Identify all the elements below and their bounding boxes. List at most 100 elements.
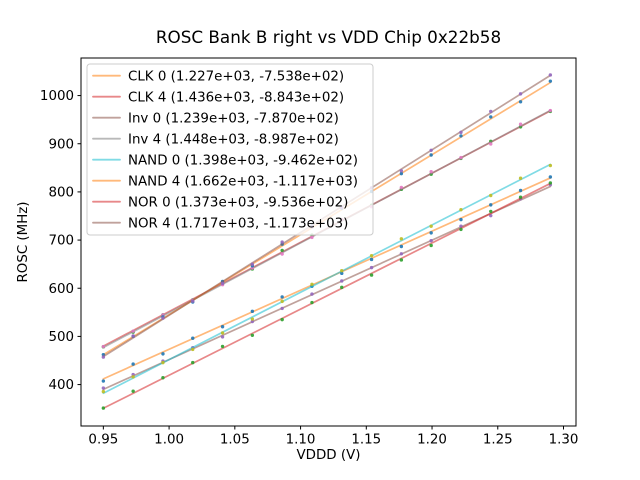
x-tick-label: 1.05 — [220, 433, 250, 448]
data-point — [250, 262, 255, 266]
fit-line-nand-0 — [102, 163, 552, 395]
data-point — [399, 258, 404, 262]
y-axis: 400 500 600 700 800 900 1000 — [40, 89, 81, 393]
data-point — [220, 335, 225, 339]
legend-entry-nor-4: NOR 4 (1.717e+03, -1.173e+03) — [92, 217, 348, 232]
y-tick-label: 600 — [48, 282, 74, 297]
legend-label: Inv 0 (1.239e+03, -7.870e+02) — [128, 112, 339, 127]
x-axis-label: VDDD (V) — [297, 448, 361, 463]
data-point — [250, 319, 255, 324]
legend-entry-inv-0: Inv 0 (1.239e+03, -7.870e+02) — [92, 112, 339, 127]
legend-label: NAND 4 (1.662e+03, -1.117e+03) — [128, 175, 358, 190]
legend-entry-nor-0: NOR 0 (1.373e+03, -9.536e+02) — [92, 196, 348, 211]
data-point — [310, 300, 314, 305]
data-point — [340, 279, 344, 283]
data-point — [518, 122, 523, 126]
data-point — [131, 362, 135, 366]
data-point — [280, 317, 284, 322]
data-point — [101, 406, 106, 410]
data-point — [131, 334, 135, 338]
chart-title: ROSC Bank B right vs VDD Chip 0x22b58 — [156, 27, 501, 47]
data-point — [548, 79, 553, 83]
data-point — [161, 360, 165, 365]
data-point — [518, 176, 523, 180]
data-point — [518, 100, 523, 104]
data-point — [250, 317, 255, 321]
data-point — [399, 171, 404, 176]
data-point — [310, 292, 314, 296]
legend-entry-nand-0: NAND 0 (1.398e+03, -9.462e+02) — [92, 154, 358, 169]
markers-nor-4 — [101, 73, 553, 359]
x-tick-label: 1.20 — [417, 433, 447, 448]
x-tick-label: 1.25 — [483, 433, 513, 448]
data-point — [518, 92, 523, 96]
data-point — [429, 153, 433, 157]
data-point — [548, 163, 553, 168]
y-tick-label: 1000 — [40, 89, 74, 104]
plot-border — [80, 57, 577, 427]
data-point — [131, 375, 135, 379]
data-point — [548, 73, 553, 77]
data-point — [101, 389, 106, 394]
data-point — [548, 181, 553, 185]
data-point — [399, 185, 404, 190]
data-point — [131, 329, 135, 333]
data-point — [489, 203, 493, 207]
data-point — [161, 316, 165, 320]
data-point — [220, 281, 225, 286]
axes: 0.95 1.00 1.05 1.10 1.15 1.20 1.25 1.30 400 500 60… — [40, 57, 579, 448]
data-point — [548, 175, 553, 179]
data-point — [191, 360, 195, 365]
y-tick-label: 400 — [48, 378, 74, 393]
data-point — [369, 273, 374, 277]
data-point — [220, 331, 225, 335]
data-point — [489, 115, 493, 119]
data-point — [280, 306, 284, 311]
data-point — [369, 265, 374, 270]
legend-entry-inv-4: Inv 4 (1.448e+03, -8.987e+02) — [92, 133, 339, 148]
y-tick-label: 500 — [48, 330, 74, 345]
legend-entry-clk-4: CLK 4 (1.436e+03, -8.843e+02) — [92, 91, 344, 106]
legend-entry-clk-0: CLK 0 (1.227e+03, -7.538e+02) — [92, 70, 344, 85]
x-tick-label: 1.15 — [351, 433, 381, 448]
data-point — [489, 109, 493, 114]
legend-label: CLK 0 (1.227e+03, -7.538e+02) — [128, 70, 344, 85]
data-point — [191, 299, 195, 303]
data-point — [489, 193, 493, 198]
data-point — [429, 148, 433, 152]
legend-label: NOR 0 (1.373e+03, -9.536e+02) — [128, 196, 348, 211]
data-point — [429, 231, 433, 235]
x-tick-label: 1.30 — [549, 433, 579, 448]
data-point — [369, 257, 374, 262]
data-point — [399, 252, 404, 256]
markers-nor-0 — [101, 181, 553, 410]
data-point — [131, 389, 135, 393]
data-point — [429, 239, 433, 243]
legend-label: NAND 0 (1.398e+03, -9.462e+02) — [128, 154, 358, 169]
legend: CLK 0 (1.227e+03, -7.538e+02) CLK 4 (1.43… — [86, 63, 374, 236]
data-point — [280, 295, 284, 299]
y-axis-label: ROSC (MHz) — [16, 201, 31, 282]
data-point — [459, 217, 463, 222]
data-point — [280, 252, 284, 256]
data-point — [310, 282, 314, 286]
y-tick-label: 900 — [48, 137, 74, 152]
data-point — [489, 142, 493, 146]
legend-entry-nand-4: NAND 4 (1.662e+03, -1.117e+03) — [92, 175, 358, 190]
data-point — [340, 268, 344, 273]
data-point — [250, 333, 255, 337]
data-point — [518, 195, 523, 199]
data-point — [280, 240, 284, 244]
data-point — [489, 209, 493, 214]
data-point — [459, 155, 463, 160]
data-point — [340, 285, 344, 290]
data-point — [101, 355, 106, 359]
markers-nand-0 — [101, 163, 553, 394]
data-point — [220, 325, 225, 329]
data-point — [310, 235, 314, 240]
x-tick-label: 1.00 — [154, 433, 184, 448]
data-point — [429, 243, 433, 248]
data-point — [220, 344, 225, 349]
